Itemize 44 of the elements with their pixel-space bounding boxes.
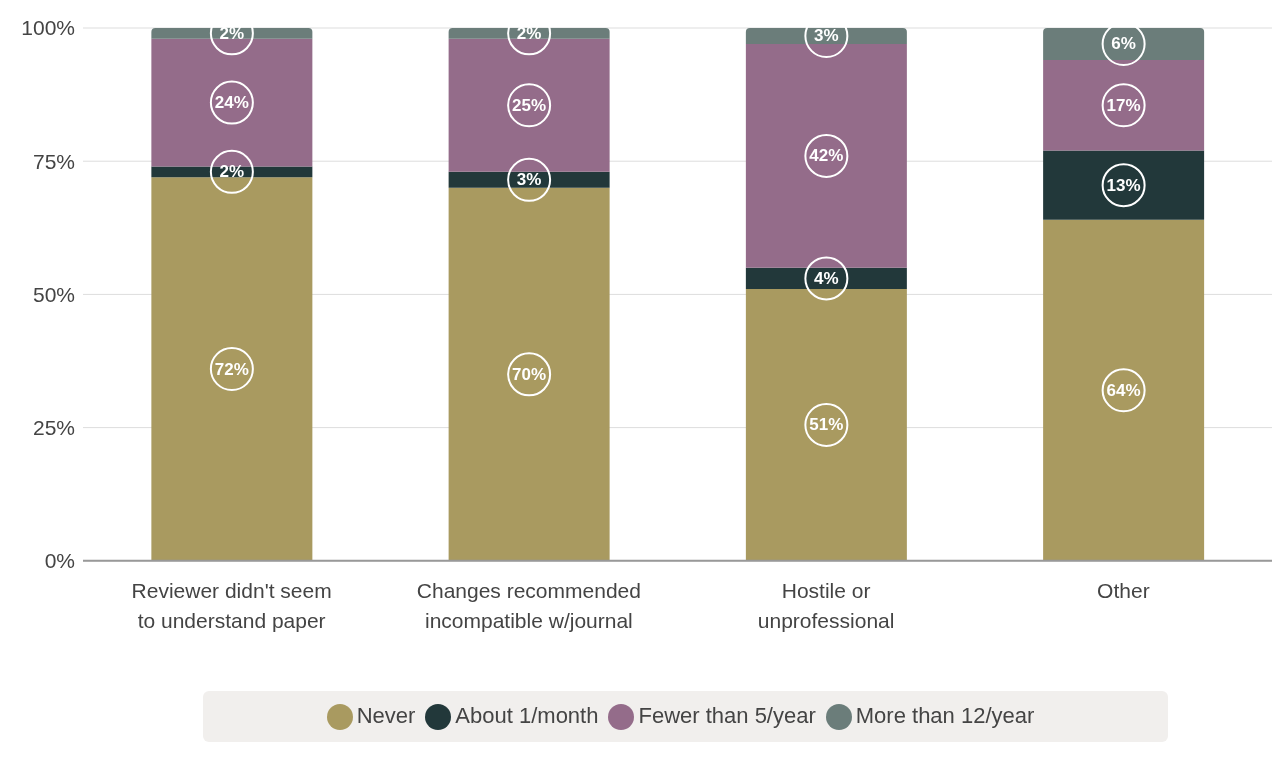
y-tick-label: 0% <box>44 549 75 573</box>
data-label: 64% <box>1106 380 1141 400</box>
x-tick-label: Changes recommended incompatible w/journal <box>416 578 641 632</box>
data-label: 42% <box>809 146 844 166</box>
legend-label: Never <box>356 702 416 728</box>
data-label: 3% <box>814 26 839 46</box>
bar <box>1043 28 1205 60</box>
legend-label: More than 12/year <box>855 702 1035 728</box>
data-label: 6% <box>1111 34 1136 54</box>
data-label: 13% <box>1106 175 1141 195</box>
data-label: 24% <box>214 93 249 113</box>
bar <box>745 289 907 561</box>
x-tick-label: Other <box>1097 578 1150 602</box>
y-tick-label: 50% <box>32 282 75 306</box>
data-label: 17% <box>1106 95 1141 115</box>
data-label: 3% <box>516 170 542 190</box>
y-tick-label: 100% <box>21 16 75 40</box>
data-label: 2% <box>219 23 245 43</box>
data-label: 70% <box>512 364 547 384</box>
legend-label: About 1/month <box>455 702 599 728</box>
bar <box>745 28 907 44</box>
x-tick-label: Hostile or unprofessional <box>757 578 895 632</box>
bar <box>448 38 610 172</box>
data-label: 2% <box>516 23 542 43</box>
data-label: 4% <box>814 268 839 288</box>
data-label: 72% <box>214 359 249 379</box>
bar <box>1043 219 1205 561</box>
bar <box>448 28 610 39</box>
bar <box>151 28 313 39</box>
data-label: 2% <box>219 162 245 182</box>
bar <box>448 171 610 188</box>
legend-label: Fewer than 5/year <box>638 702 816 728</box>
y-tick-label: 75% <box>32 149 75 173</box>
bar <box>745 267 907 290</box>
x-tick-label: Reviewer didn't seem to understand paper <box>131 578 332 632</box>
data-label: 25% <box>512 95 547 115</box>
bar <box>1043 150 1205 220</box>
bar <box>151 38 313 167</box>
y-tick-label: 25% <box>32 416 75 440</box>
bar <box>448 187 610 561</box>
data-label: 51% <box>809 415 844 435</box>
bar <box>1043 59 1205 151</box>
bar <box>151 177 313 561</box>
bar <box>745 43 907 268</box>
